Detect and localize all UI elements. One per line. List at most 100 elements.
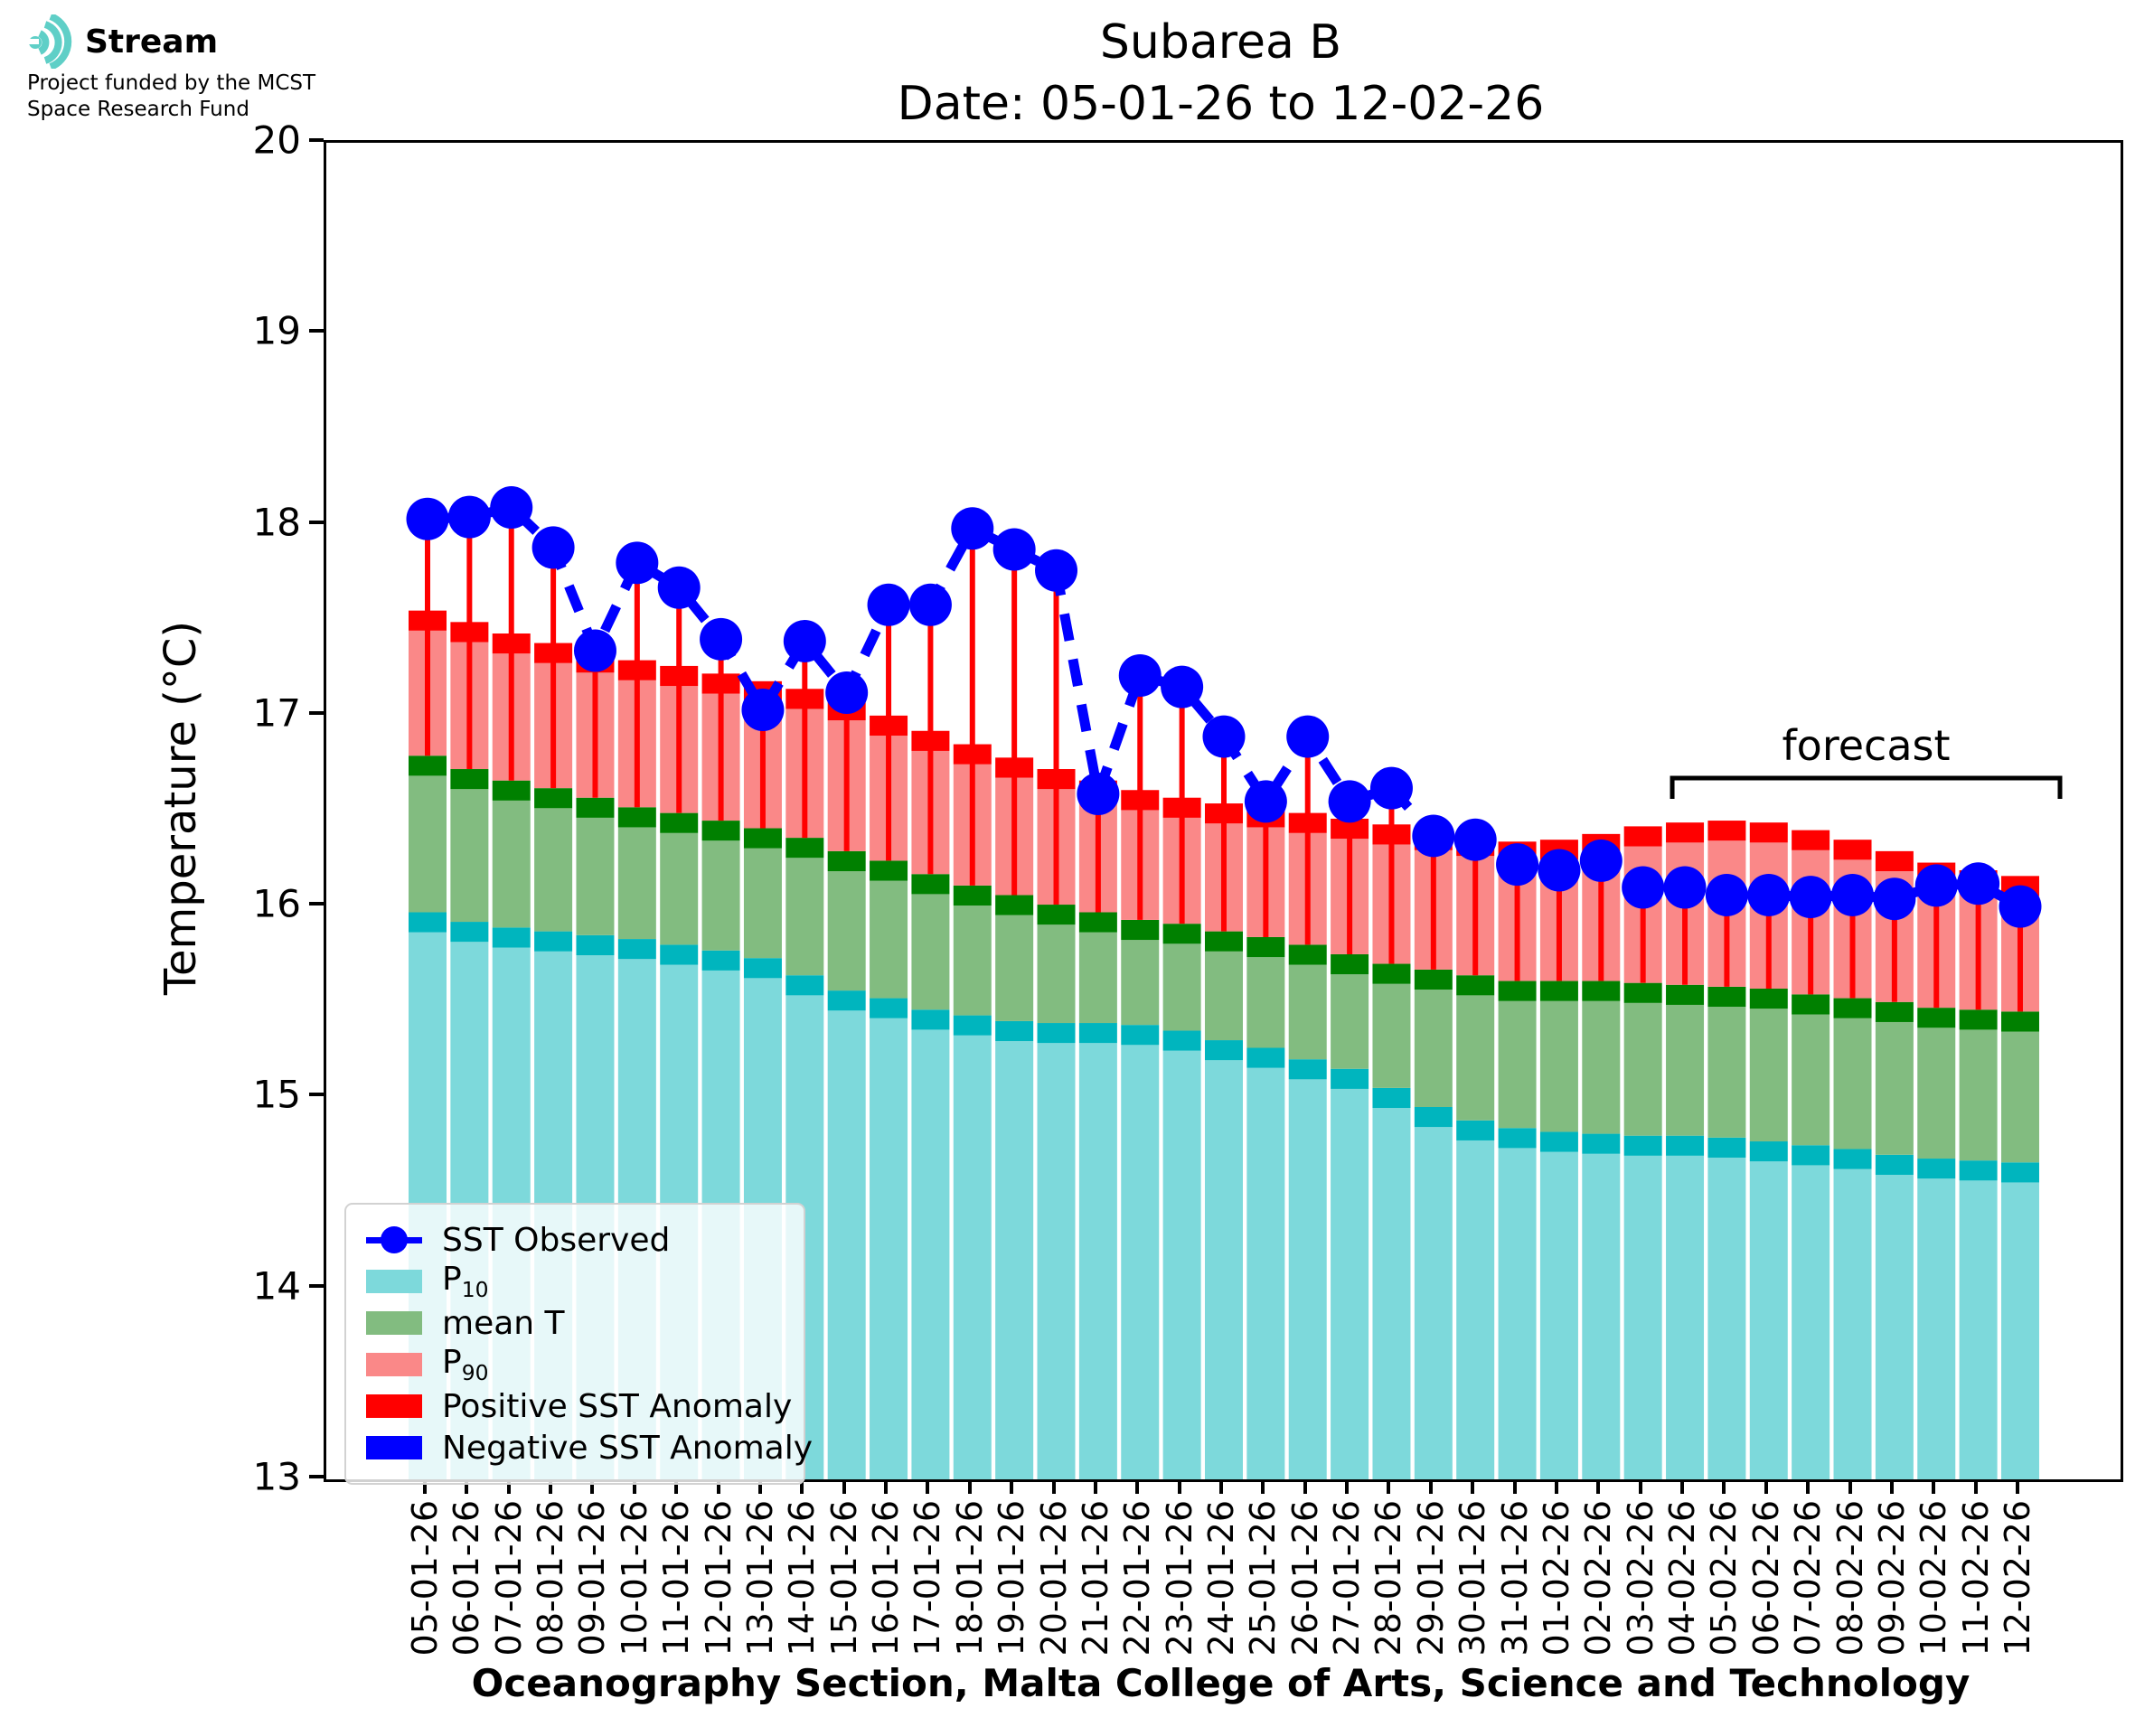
bar-cap-p10 [701, 950, 740, 971]
bar-cap-p10 [1037, 1023, 1076, 1044]
x-tick-mark [674, 1479, 679, 1494]
sst-observed-marker [1077, 772, 1120, 815]
bar-cap-p10 [1917, 1159, 1956, 1179]
x-tick-label: 07-02-26 [1788, 1500, 1829, 1656]
bar-cap-mean [1749, 988, 1788, 1009]
sst-observed-marker [1789, 876, 1832, 919]
bar-cap-p10 [1121, 1025, 1160, 1046]
x-tick-mark [1638, 1479, 1642, 1494]
x-tick-mark [716, 1479, 720, 1494]
x-tick-label: 11-02-26 [1955, 1500, 1996, 1656]
x-tick-mark [1345, 1479, 1350, 1494]
legend-item-p90: P90 [366, 1344, 784, 1385]
x-tick-label: 18-01-26 [949, 1500, 990, 1656]
bar-cap-p10 [660, 944, 699, 965]
bar-cap-p90 [1875, 850, 1914, 872]
bar-cap-p10 [1372, 1087, 1411, 1109]
bar-segment-mean [1288, 964, 1327, 1060]
sst-observed-marker [825, 671, 869, 715]
sst-observed-marker [1957, 862, 2000, 906]
bar-cap-p10 [1414, 1106, 1453, 1128]
bar-cap-mean [1539, 981, 1578, 1001]
bar-cap-mean [743, 828, 782, 849]
bar-segment-p10 [1792, 1165, 1830, 1479]
bar-segment-mean [1707, 1007, 1746, 1138]
bar-cap-p10 [1204, 1040, 1243, 1061]
bar-segment-mean [1917, 1028, 1956, 1159]
bar-cap-p10 [995, 1020, 1034, 1042]
sst-observed-marker [1118, 653, 1162, 697]
legend-item-p10: P10 [366, 1261, 784, 1302]
bar-segment-p10 [827, 1010, 866, 1479]
sst-observed-marker [1453, 818, 1497, 861]
bar-segment-p10 [1246, 1067, 1285, 1479]
bar-cap-p10 [1246, 1047, 1285, 1068]
bar-cap-p90 [1749, 822, 1788, 843]
bar-segment-p10 [1414, 1127, 1453, 1479]
x-tick-mark [549, 1479, 553, 1494]
legend-item-negative-sst-anomaly: Negative SST Anomaly [366, 1427, 813, 1469]
bar-cap-p10 [492, 927, 531, 948]
bar-segment-p10 [953, 1035, 992, 1479]
x-tick-label: 19-01-26 [992, 1500, 1032, 1656]
legend-swatch-p90 [366, 1353, 422, 1376]
x-tick-mark [926, 1479, 930, 1494]
sst-observed-marker [447, 495, 491, 539]
x-tick-label: 17-01-26 [908, 1500, 948, 1656]
bar-cap-mean [870, 860, 908, 881]
y-tick-mark [309, 329, 324, 333]
x-tick-mark [1051, 1479, 1056, 1494]
bar-cap-p10 [1456, 1120, 1495, 1140]
bar-cap-mean [2000, 1011, 2039, 1032]
x-tick-mark [1428, 1479, 1433, 1494]
y-tick-mark [309, 710, 324, 715]
legend-label-p10: P10 [442, 1260, 489, 1303]
bar-cap-mean [1792, 994, 1830, 1015]
bar-cap-mean [409, 755, 447, 776]
bar-cap-p90 [1623, 826, 1662, 847]
y-axis-label: Temperature (°C) [155, 620, 206, 996]
x-tick-label: 25-01-26 [1243, 1500, 1284, 1656]
bar-segment-mean [1959, 1029, 1998, 1161]
x-tick-mark [1722, 1479, 1726, 1494]
bar-cap-p10 [1331, 1068, 1369, 1089]
x-tick-mark [1010, 1479, 1014, 1494]
sst-observed-marker [1579, 839, 1623, 882]
sst-observed-marker [657, 566, 701, 609]
x-tick-label: 08-01-26 [531, 1500, 571, 1656]
bar-segment-mean [827, 871, 866, 991]
bar-segment-mean [450, 789, 489, 923]
x-tick-mark [1889, 1479, 1894, 1494]
bar-cap-p10 [1288, 1059, 1327, 1080]
y-tick-mark [309, 1475, 324, 1478]
bar-segment-mean [1246, 957, 1285, 1048]
bar-cap-mean [492, 780, 531, 801]
bar-cap-mean [534, 788, 573, 809]
bar-segment-mean [617, 827, 656, 940]
x-tick-mark [967, 1479, 972, 1494]
x-tick-label: 23-01-26 [1159, 1500, 1199, 1656]
bar-cap-p10 [617, 939, 656, 960]
bar-segment-p10 [1498, 1148, 1537, 1479]
bar-segment-p10 [1707, 1157, 1746, 1479]
legend-label-mean-t: mean T [442, 1304, 565, 1342]
x-tick-mark [1596, 1479, 1601, 1494]
x-tick-mark [1135, 1479, 1140, 1494]
sst-observed-marker [1286, 715, 1330, 758]
bar-segment-p10 [1623, 1155, 1662, 1479]
bar-cap-mean [1372, 963, 1411, 984]
sst-observed-marker [867, 583, 910, 626]
bar-segment-p10 [870, 1018, 908, 1479]
x-tick-mark [842, 1479, 846, 1494]
bar-cap-p10 [534, 931, 573, 952]
bar-segment-mean [1121, 940, 1160, 1026]
x-tick-mark [590, 1479, 595, 1494]
bar-segment-p10 [995, 1041, 1034, 1479]
bar-cap-p10 [1875, 1154, 1914, 1175]
sst-observed-marker [908, 583, 952, 626]
bar-cap-mean [1833, 998, 1872, 1018]
x-tick-label: 12-01-26 [698, 1500, 738, 1656]
legend-swatch-mean-t [366, 1311, 422, 1335]
bar-cap-p10 [1792, 1145, 1830, 1166]
